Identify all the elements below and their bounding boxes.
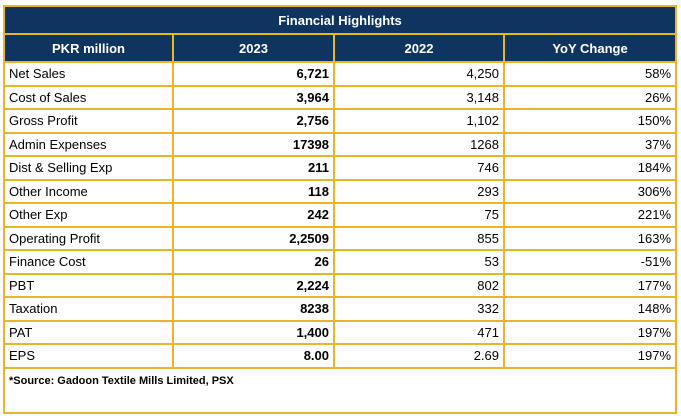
table-row: PAT 1,400 471 197% <box>5 319 676 345</box>
financial-highlights-table: Financial Highlights PKR million 2023 20… <box>5 7 676 393</box>
table-row: Other Exp 242 75 221% <box>5 202 676 228</box>
row-label: Gross Profit <box>5 108 174 134</box>
value-2022: 3,148 <box>333 84 505 110</box>
header-2022: 2022 <box>333 34 505 63</box>
value-yoy-change: 150% <box>502 108 676 134</box>
value-2022: 1268 <box>333 131 505 157</box>
value-2022: 4,250 <box>333 61 505 87</box>
table-header-row: PKR million 2023 2022 YoY Change <box>5 34 676 63</box>
value-2023: 118 <box>172 178 335 204</box>
value-2022: 75 <box>333 202 505 228</box>
table-row: Admin Expenses 17398 1268 37% <box>5 131 676 157</box>
row-label: Taxation <box>5 296 174 322</box>
value-2023: 8.00 <box>172 343 335 369</box>
row-label: Operating Profit <box>5 225 174 251</box>
value-2023: 2,756 <box>172 108 335 134</box>
value-yoy-change: 197% <box>502 343 676 369</box>
table-row: Net Sales 6,721 4,250 58% <box>5 61 676 87</box>
value-yoy-change: 163% <box>502 225 676 251</box>
value-yoy-change: 177% <box>502 272 676 298</box>
table-row: Taxation 8238 332 148% <box>5 296 676 322</box>
value-2022: 53 <box>333 249 505 275</box>
value-2023: 17398 <box>172 131 335 157</box>
table-footer-row: *Source: Gadoon Textile Mills Limited, P… <box>5 366 676 393</box>
value-yoy-change: 26% <box>502 84 676 110</box>
value-yoy-change: 37% <box>502 131 676 157</box>
value-2023: 6,721 <box>172 61 335 87</box>
value-2022: 332 <box>333 296 505 322</box>
value-2022: 855 <box>333 225 505 251</box>
header-2023: 2023 <box>172 34 335 63</box>
value-2022: 2.69 <box>333 343 505 369</box>
table-title-row: Financial Highlights <box>5 7 676 35</box>
header-yoy-change: YoY Change <box>502 34 676 63</box>
financial-highlights-table-frame: Financial Highlights PKR million 2023 20… <box>3 5 677 414</box>
value-2022: 802 <box>333 272 505 298</box>
value-2023: 2,2509 <box>172 225 335 251</box>
value-yoy-change: -51% <box>502 249 676 275</box>
row-label: Admin Expenses <box>5 131 174 157</box>
row-label: Net Sales <box>5 61 174 87</box>
row-label: Finance Cost <box>5 249 174 275</box>
value-2023: 26 <box>172 249 335 275</box>
source-note: *Source: Gadoon Textile Mills Limited, P… <box>5 366 676 393</box>
table-row: Gross Profit 2,756 1,102 150% <box>5 108 676 134</box>
value-2023: 8238 <box>172 296 335 322</box>
value-2023: 1,400 <box>172 319 335 345</box>
value-2023: 3,964 <box>172 84 335 110</box>
value-2022: 293 <box>333 178 505 204</box>
table-row: Operating Profit 2,2509 855 163% <box>5 225 676 251</box>
value-2023: 242 <box>172 202 335 228</box>
table-row: Cost of Sales 3,964 3,148 26% <box>5 84 676 110</box>
value-2022: 471 <box>333 319 505 345</box>
row-label: Other Exp <box>5 202 174 228</box>
row-label: PAT <box>5 319 174 345</box>
row-label: Other Income <box>5 178 174 204</box>
header-pkr-million: PKR million <box>5 34 174 63</box>
value-2022: 1,102 <box>333 108 505 134</box>
value-yoy-change: 221% <box>502 202 676 228</box>
value-2022: 746 <box>333 155 505 181</box>
value-yoy-change: 148% <box>502 296 676 322</box>
value-yoy-change: 197% <box>502 319 676 345</box>
table-title: Financial Highlights <box>5 7 676 35</box>
row-label: PBT <box>5 272 174 298</box>
table-row: EPS 8.00 2.69 197% <box>5 343 676 369</box>
table-row: Finance Cost 26 53 -51% <box>5 249 676 275</box>
table-row: Dist & Selling Exp 211 746 184% <box>5 155 676 181</box>
value-yoy-change: 184% <box>502 155 676 181</box>
value-2023: 211 <box>172 155 335 181</box>
row-label: Dist & Selling Exp <box>5 155 174 181</box>
table-row: PBT 2,224 802 177% <box>5 272 676 298</box>
value-2023: 2,224 <box>172 272 335 298</box>
value-yoy-change: 306% <box>502 178 676 204</box>
value-yoy-change: 58% <box>502 61 676 87</box>
table-row: Other Income 118 293 306% <box>5 178 676 204</box>
row-label: Cost of Sales <box>5 84 174 110</box>
row-label: EPS <box>5 343 174 369</box>
